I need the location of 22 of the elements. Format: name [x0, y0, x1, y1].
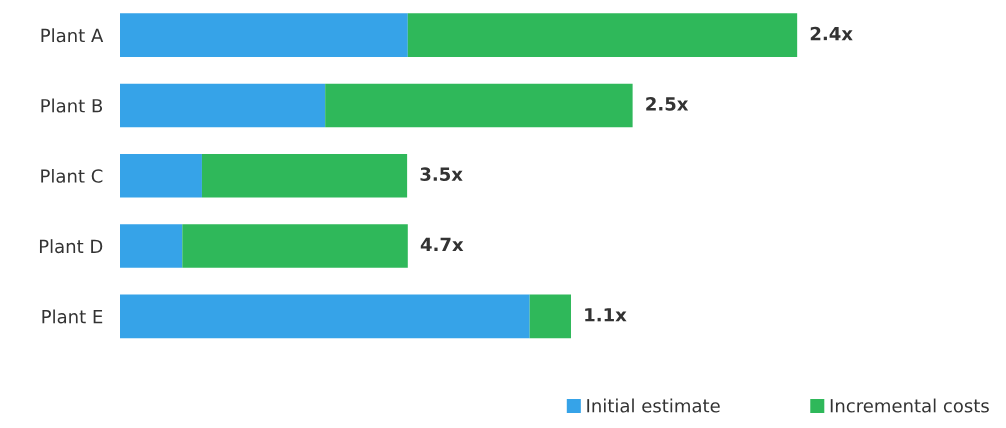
bar [120, 294, 530, 339]
bar [325, 83, 633, 128]
annotation: 1.1x [585, 308, 627, 322]
y-tick-label: Plant B [41, 98, 103, 113]
legend-label: Incremental costs [830, 398, 989, 413]
bar [182, 224, 408, 268]
annotation: 3.5x [420, 167, 463, 181]
bar [201, 153, 408, 198]
bar [120, 83, 326, 128]
annotation: 4.7x [420, 237, 464, 252]
annotation: 2.4x [810, 26, 853, 41]
y-tick-label: Plant D [39, 239, 103, 254]
bar [120, 224, 183, 268]
bar [407, 13, 798, 57]
legend-label: Initial estimate [587, 398, 720, 413]
y-tick-label: Plant E [42, 309, 103, 324]
annotation: 2.5x [646, 97, 689, 111]
bar [120, 13, 408, 57]
bar [120, 153, 202, 198]
bar [529, 294, 571, 339]
y-tick-label: Plant C [41, 168, 103, 183]
y-tick-label: Plant A [41, 28, 104, 43]
